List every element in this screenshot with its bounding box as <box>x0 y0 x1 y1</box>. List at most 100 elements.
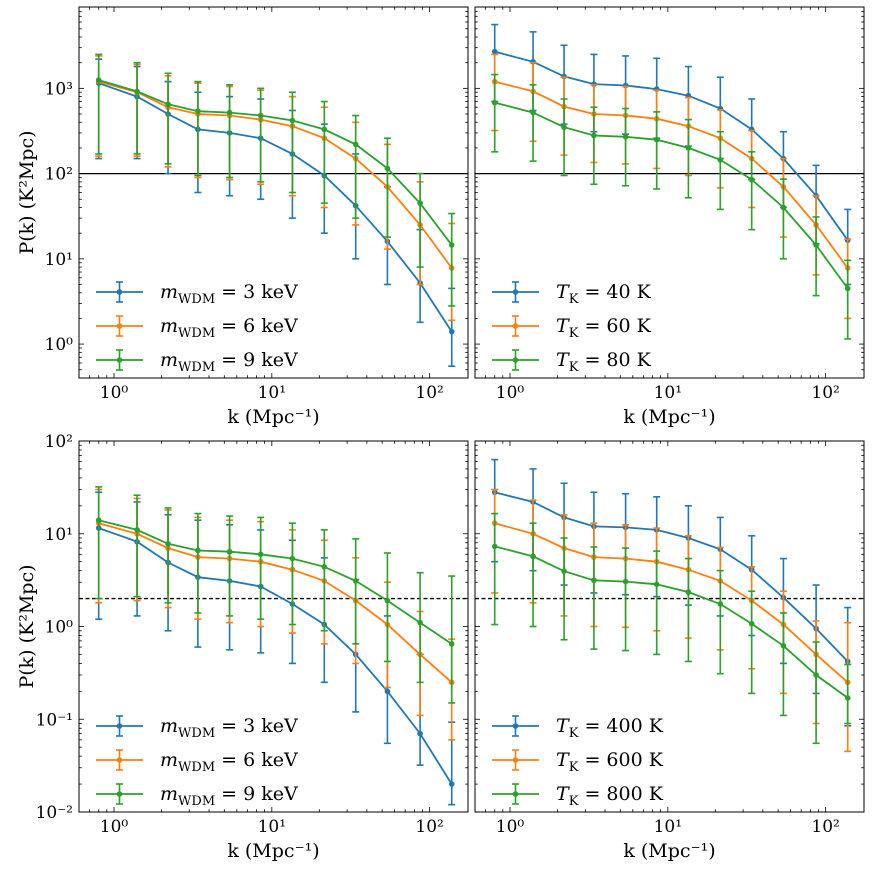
legend-label-value: = 400 K <box>578 715 663 737</box>
data-point <box>448 242 455 248</box>
x-tick-label: 10² <box>811 817 839 837</box>
data-point <box>384 688 391 695</box>
legend-item: TK = 800 K <box>492 783 664 809</box>
data-point <box>226 109 233 116</box>
data-point <box>448 781 455 787</box>
data-point <box>844 285 851 292</box>
legend-label: TK = 400 K <box>556 715 664 741</box>
data-point <box>165 101 171 108</box>
series-line <box>98 519 453 645</box>
series-2 <box>491 488 852 753</box>
legend-label-value: = 9 keV <box>215 349 298 371</box>
data-point <box>491 48 498 55</box>
data-point <box>448 328 455 335</box>
legend-swatch-marker <box>512 791 519 797</box>
x-axis-label: k (Mpc⁻¹) <box>227 406 319 428</box>
legend-label: TK = 800 K <box>556 783 664 809</box>
y-axis-label: P(k) (K²Mpc) <box>16 564 38 688</box>
x-tick-label: 10² <box>415 817 443 837</box>
series-line <box>494 522 849 683</box>
legend-item: TK = 400 K <box>492 715 664 741</box>
data-point <box>748 620 755 627</box>
x-tick-label: 10¹ <box>654 817 682 837</box>
legend-label-symbol: m <box>160 783 178 805</box>
series-line <box>494 50 849 241</box>
series-line <box>494 545 849 699</box>
data-point <box>591 132 597 139</box>
legend-label-symbol: T <box>556 715 570 737</box>
data-point <box>321 126 328 133</box>
data-point <box>195 108 201 114</box>
data-point <box>780 204 787 211</box>
legend-label-symbol: m <box>160 349 178 371</box>
data-point <box>226 548 233 555</box>
legend-label-symbol: T <box>556 783 570 805</box>
x-axis-label: k (Mpc⁻¹) <box>227 840 319 862</box>
x-tick-label: 10¹ <box>654 383 682 403</box>
data-point <box>491 543 498 550</box>
legend-label-subscript: K <box>569 360 579 375</box>
panel-bottom-left: 10⁰ 10¹ 10² 10⁻² 10⁻¹ 10⁰ 10¹ 10² k (Mpc⁻¹) P(k) … <box>16 432 469 862</box>
series-1 <box>491 23 852 286</box>
legend-swatch-marker <box>512 757 519 763</box>
series-group <box>491 23 852 340</box>
data-point <box>622 134 629 140</box>
data-point <box>417 730 423 737</box>
data-point <box>257 551 264 558</box>
legend-label-subscript: K <box>569 726 579 741</box>
x-tick-label: 10¹ <box>258 383 286 403</box>
legend: TK = 40 KTK = 60 KTK = 80 K <box>492 281 652 375</box>
legend-label-subscript: K <box>569 794 579 809</box>
data-point <box>813 672 819 678</box>
series-line <box>494 80 849 269</box>
series-3 <box>491 512 852 745</box>
x-tick-label: 10⁰ <box>100 817 129 837</box>
panel-top-left: 10⁰ 10¹ 10² 10⁰ 10¹ 10² 10³ k (Mpc⁻¹) P(k) (K²Mp… <box>16 6 469 428</box>
y-tick-label: 10¹ <box>45 250 73 270</box>
x-tick-label: 10⁰ <box>100 383 129 403</box>
data-point <box>195 547 201 554</box>
x-tick-label: 10⁰ <box>496 383 525 403</box>
data-point <box>685 145 692 151</box>
legend-label-value: = 6 keV <box>215 315 298 337</box>
legend-label: TK = 40 K <box>556 281 652 307</box>
series-line <box>494 101 849 289</box>
data-point <box>813 242 819 248</box>
legend-label: mWDM = 3 keV <box>160 715 298 741</box>
y-tick-label: 10² <box>45 165 73 185</box>
legend-label: mWDM = 3 keV <box>160 281 298 307</box>
series-line <box>98 522 453 683</box>
legend-label-value: = 600 K <box>578 749 663 771</box>
data-point <box>591 577 597 584</box>
legend-label-subscript: WDM <box>178 292 215 307</box>
series-3 <box>95 53 456 307</box>
data-point <box>685 589 692 595</box>
data-point <box>417 619 423 626</box>
legend-swatch-marker <box>116 357 123 363</box>
y-tick-label: 10⁻¹ <box>36 710 73 730</box>
legend-label-subscript: WDM <box>178 794 215 809</box>
series-2 <box>95 488 456 741</box>
legend-swatch-marker <box>116 757 123 763</box>
legend-label-value: = 80 K <box>578 349 651 371</box>
legend-item: TK = 40 K <box>492 281 652 307</box>
data-point <box>417 200 423 206</box>
data-point <box>384 165 391 172</box>
legend-label: TK = 80 K <box>556 349 652 375</box>
legend-swatch-marker <box>116 323 123 329</box>
data-point <box>289 555 296 562</box>
legend-swatch-marker <box>116 791 123 797</box>
series-line <box>98 527 453 785</box>
legend-label: TK = 600 K <box>556 749 664 775</box>
legend-label: mWDM = 6 keV <box>160 315 298 341</box>
legend-label-subscript: K <box>569 760 579 775</box>
legend-label-value: = 6 keV <box>215 749 298 771</box>
y-tick-label: 10¹ <box>45 525 73 545</box>
series-line <box>494 491 849 663</box>
x-axis-label: k (Mpc⁻¹) <box>623 406 715 428</box>
series-2 <box>491 53 852 320</box>
x-tick-label: 10⁰ <box>496 817 525 837</box>
series-group <box>95 53 456 368</box>
